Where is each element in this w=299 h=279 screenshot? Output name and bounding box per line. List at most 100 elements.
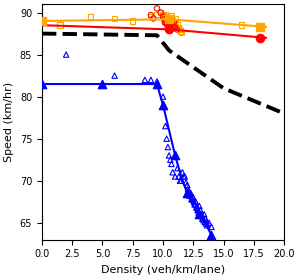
Point xyxy=(196,210,201,215)
Y-axis label: Speed (km/hr): Speed (km/hr) xyxy=(4,82,14,162)
Point xyxy=(39,19,44,23)
Point xyxy=(188,191,193,196)
Point xyxy=(170,19,175,23)
Point xyxy=(205,223,210,227)
Point xyxy=(172,21,177,26)
Point xyxy=(170,21,175,26)
Point xyxy=(194,205,199,210)
Point xyxy=(175,27,179,32)
Point xyxy=(165,20,170,25)
Point xyxy=(169,14,174,18)
Point xyxy=(184,180,188,185)
Point xyxy=(112,73,117,78)
Point xyxy=(176,174,181,179)
Point xyxy=(207,220,211,225)
Point xyxy=(149,78,153,82)
Point xyxy=(203,216,208,221)
Point xyxy=(164,136,169,141)
Point xyxy=(193,202,197,206)
Point xyxy=(191,199,196,204)
Point xyxy=(149,13,153,17)
Point xyxy=(167,27,171,32)
Point xyxy=(167,25,172,30)
Point xyxy=(158,10,163,15)
Point xyxy=(170,170,175,175)
Point xyxy=(199,212,204,217)
Point xyxy=(177,27,182,32)
Point xyxy=(185,187,190,191)
Point xyxy=(209,225,214,229)
Point xyxy=(169,19,173,23)
Point xyxy=(167,15,171,20)
Point xyxy=(239,23,244,27)
Point xyxy=(190,194,195,199)
Point xyxy=(173,16,178,21)
Point xyxy=(200,216,205,221)
Point xyxy=(161,94,165,99)
Point xyxy=(193,199,198,204)
Point xyxy=(188,193,193,197)
Point xyxy=(182,174,187,179)
X-axis label: Density (veh/km/lane): Density (veh/km/lane) xyxy=(101,265,225,275)
Point xyxy=(181,174,186,179)
Point xyxy=(197,212,202,217)
Point xyxy=(164,18,168,22)
Point xyxy=(39,82,44,86)
Point xyxy=(173,174,178,179)
Point xyxy=(64,52,68,57)
Point xyxy=(187,189,191,193)
Point xyxy=(158,10,163,15)
Point xyxy=(198,212,202,217)
Point xyxy=(164,19,169,23)
Point xyxy=(197,204,202,208)
Point xyxy=(155,79,159,84)
Point xyxy=(161,14,165,18)
Point xyxy=(185,191,190,196)
Point xyxy=(170,22,175,27)
Point xyxy=(167,17,171,21)
Point xyxy=(173,25,178,30)
Point xyxy=(201,218,206,222)
Point xyxy=(100,82,105,86)
Point xyxy=(257,35,262,40)
Point xyxy=(169,162,174,166)
Point xyxy=(161,103,165,107)
Point xyxy=(204,221,208,226)
Point xyxy=(149,15,153,19)
Point xyxy=(151,16,156,21)
Point xyxy=(165,23,170,27)
Point xyxy=(196,208,201,212)
Point xyxy=(204,219,209,223)
Point xyxy=(142,78,147,82)
Point xyxy=(155,82,159,86)
Point xyxy=(201,216,205,221)
Point xyxy=(172,20,176,25)
Point xyxy=(179,179,184,183)
Point xyxy=(167,153,171,158)
Point xyxy=(168,157,173,162)
Point xyxy=(209,233,214,238)
Point xyxy=(163,20,168,25)
Point xyxy=(180,170,185,175)
Point xyxy=(163,124,168,128)
Point xyxy=(198,208,203,212)
Point xyxy=(58,23,62,27)
Point xyxy=(179,30,184,35)
Point xyxy=(190,197,194,201)
Point xyxy=(163,13,168,17)
Point xyxy=(257,25,262,30)
Point xyxy=(187,194,192,198)
Point xyxy=(165,145,170,149)
Point xyxy=(202,212,207,217)
Point xyxy=(186,191,191,196)
Point xyxy=(172,25,177,29)
Point xyxy=(162,16,167,21)
Point xyxy=(191,195,196,200)
Point xyxy=(175,166,180,170)
Point xyxy=(165,20,170,24)
Point xyxy=(175,23,179,27)
Point xyxy=(178,29,183,33)
Point xyxy=(169,22,174,27)
Point xyxy=(164,17,169,21)
Point xyxy=(202,220,207,224)
